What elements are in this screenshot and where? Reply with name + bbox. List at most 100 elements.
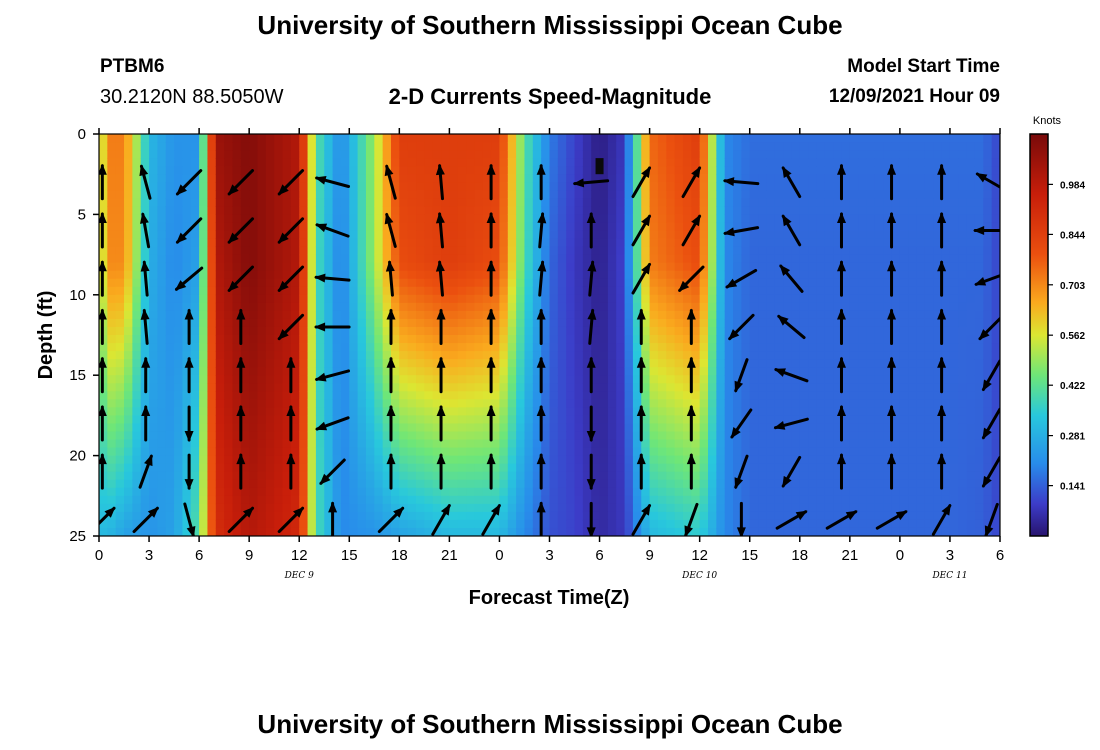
heatmap-cell xyxy=(908,439,918,449)
heatmap-cell xyxy=(466,270,476,280)
heatmap-cell xyxy=(324,431,334,441)
heatmap-cell xyxy=(599,182,609,191)
heatmap-cell xyxy=(124,198,133,207)
heatmap-cell xyxy=(908,238,918,248)
heatmap-cell xyxy=(307,399,317,408)
heatmap-cell xyxy=(716,230,726,240)
heatmap-cell xyxy=(282,150,292,159)
heatmap-cell xyxy=(307,190,317,199)
heatmap-cell xyxy=(157,359,167,368)
heatmap-cell xyxy=(808,447,818,457)
heatmap-cell xyxy=(758,238,767,248)
heatmap-cell xyxy=(599,286,609,296)
heatmap-cell xyxy=(416,182,425,191)
heatmap-cell xyxy=(532,254,542,264)
heatmap-cell xyxy=(657,503,667,513)
heatmap-cell xyxy=(365,519,375,529)
heatmap-cell xyxy=(390,391,400,400)
heatmap-cell xyxy=(157,455,167,465)
heatmap-cell xyxy=(424,134,434,143)
heatmap-cell xyxy=(499,335,509,344)
heatmap-cell xyxy=(349,182,359,191)
heatmap-cell xyxy=(741,415,751,425)
heatmap-cell xyxy=(324,391,334,400)
heatmap-cell xyxy=(824,214,834,224)
heatmap-cell xyxy=(174,174,184,183)
heatmap-cell xyxy=(466,166,476,175)
heatmap-cell xyxy=(340,222,350,232)
heatmap-cell xyxy=(799,190,809,199)
heatmap-cell xyxy=(416,174,425,183)
heatmap-cell xyxy=(899,286,909,296)
heatmap-cell xyxy=(491,302,501,312)
heatmap-cell xyxy=(866,431,876,441)
heatmap-cell xyxy=(716,326,726,336)
heatmap-cell xyxy=(799,527,809,536)
footer-title: University of Southern Mississippi Ocean… xyxy=(257,709,843,739)
heatmap-cell xyxy=(733,487,742,497)
heatmap-cell xyxy=(449,302,459,312)
heatmap-cell xyxy=(632,318,642,328)
heatmap-cell xyxy=(816,166,826,175)
heatmap-cell xyxy=(124,431,133,441)
heatmap-cell xyxy=(924,439,934,449)
heatmap-cell xyxy=(599,254,609,264)
heatmap-cell xyxy=(482,310,492,320)
heatmap-cell xyxy=(199,278,209,288)
heatmap-cell xyxy=(499,214,509,224)
heatmap-cell xyxy=(265,527,275,536)
heatmap-cell xyxy=(916,166,926,175)
heatmap-cell xyxy=(190,351,200,360)
heatmap-cell xyxy=(532,447,542,457)
heatmap-cell xyxy=(466,222,476,232)
heatmap-cell xyxy=(132,238,142,248)
heatmap-cell xyxy=(716,142,726,151)
heatmap-cell xyxy=(482,471,492,481)
heatmap-cell xyxy=(566,471,576,481)
heatmap-cell xyxy=(399,262,409,272)
heatmap-cell xyxy=(207,383,217,392)
heatmap-cell xyxy=(574,174,584,183)
heatmap-cell xyxy=(791,134,801,143)
heatmap-cell xyxy=(399,407,409,416)
heatmap-cell xyxy=(924,286,934,296)
heatmap-cell xyxy=(541,511,551,521)
heatmap-cell xyxy=(716,190,726,199)
heatmap-cell xyxy=(232,294,242,304)
heatmap-cell xyxy=(432,230,442,240)
heatmap-cell xyxy=(899,238,909,248)
heatmap-cell xyxy=(165,150,175,159)
heatmap-cell xyxy=(891,302,901,312)
heatmap-cell xyxy=(858,230,868,240)
heatmap-cell xyxy=(699,294,709,304)
heatmap-cell xyxy=(649,270,659,280)
heatmap-cell xyxy=(140,302,150,312)
heatmap-cell xyxy=(207,246,217,256)
heatmap-cell xyxy=(190,407,200,416)
heatmap-cell xyxy=(215,447,225,457)
heatmap-cell xyxy=(591,294,601,304)
heatmap-cell xyxy=(441,383,450,392)
heatmap-cell xyxy=(324,270,334,280)
heatmap-cell xyxy=(374,254,384,264)
heatmap-cell xyxy=(457,198,467,207)
heatmap-cell xyxy=(607,423,617,433)
heatmap-cell xyxy=(574,238,584,248)
heatmap-cell xyxy=(240,158,250,167)
heatmap-cell xyxy=(474,278,484,288)
heatmap-cell xyxy=(332,158,342,167)
heatmap-cell xyxy=(432,407,442,416)
heatmap-cell xyxy=(791,302,801,312)
heatmap-cell xyxy=(708,166,717,175)
heatmap-cell xyxy=(733,415,742,425)
heatmap-cell xyxy=(582,198,592,207)
heatmap-cell xyxy=(365,511,375,521)
heatmap-cell xyxy=(657,335,667,344)
heatmap-cell xyxy=(716,150,726,159)
heatmap-cell xyxy=(733,174,742,183)
heatmap-cell xyxy=(199,423,209,433)
heatmap-cell xyxy=(432,439,442,449)
heatmap-cell xyxy=(399,198,409,207)
heatmap-cell xyxy=(524,415,534,425)
heatmap-cell xyxy=(858,286,868,296)
